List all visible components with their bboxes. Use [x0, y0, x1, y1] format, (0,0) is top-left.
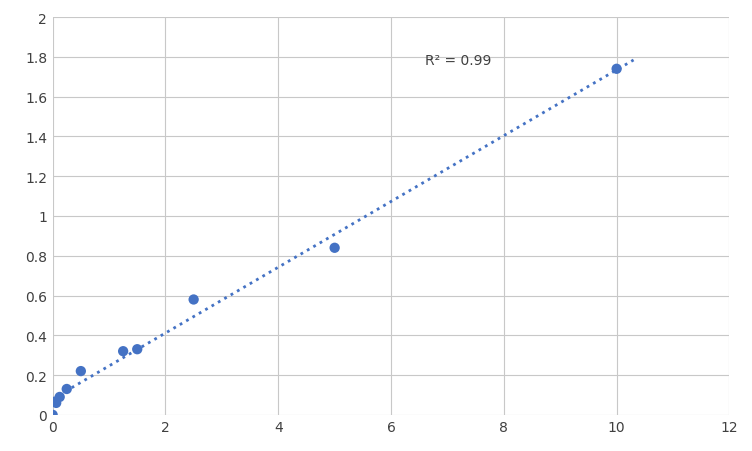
Point: [117, 348, 129, 355]
Text: R² = 0.99: R² = 0.99: [425, 54, 491, 68]
Point: [75, 368, 86, 375]
Point: [187, 296, 199, 304]
Point: [53, 393, 65, 400]
Point: [611, 66, 623, 73]
Point: [131, 346, 143, 353]
Point: [61, 386, 73, 393]
Point: [50, 400, 62, 407]
Point: [47, 411, 59, 419]
Point: [329, 244, 341, 252]
